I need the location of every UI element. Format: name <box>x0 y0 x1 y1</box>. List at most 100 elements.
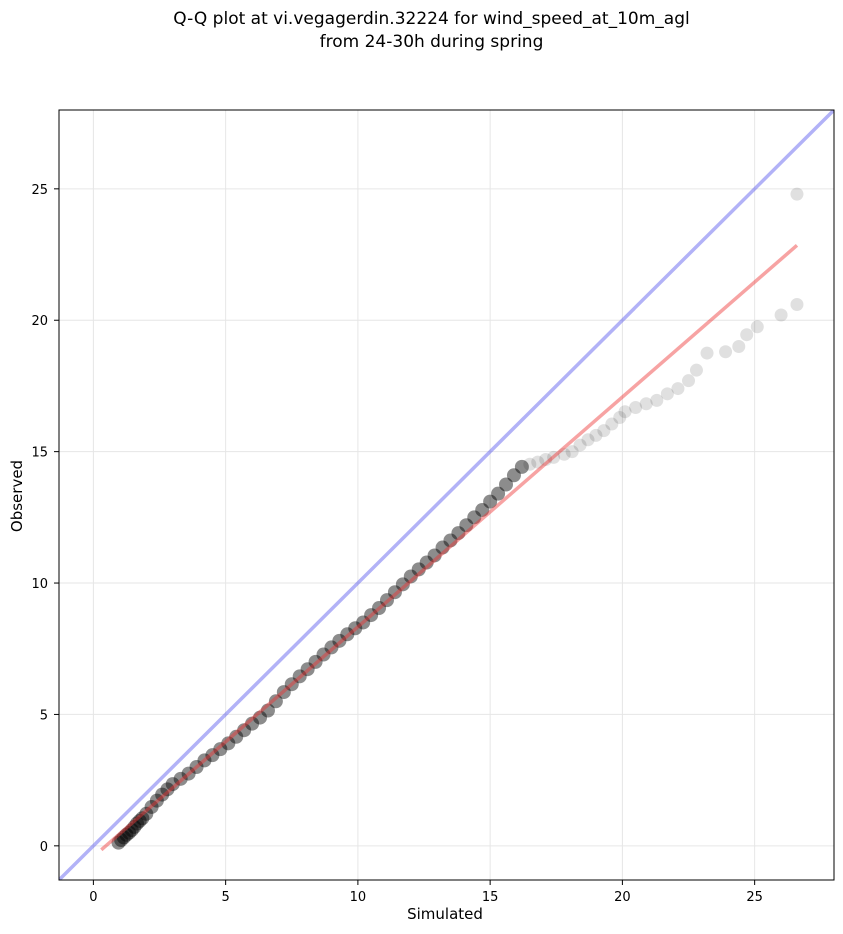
data-point-68 <box>589 428 603 442</box>
data-point-39 <box>356 615 371 630</box>
x-tick-label-2: 10 <box>350 890 367 905</box>
y-axis-ticks: 0 5 10 15 20 25 <box>31 183 59 855</box>
data-point-70 <box>605 417 619 431</box>
grid <box>59 110 834 880</box>
data-point-27 <box>260 703 275 718</box>
data-point-12 <box>149 793 164 808</box>
data-point-18 <box>189 759 204 774</box>
data-point-5 <box>124 823 139 838</box>
data-point-41 <box>372 601 387 616</box>
data-point-1 <box>114 833 129 848</box>
data-point-28 <box>268 694 283 709</box>
data-point-35 <box>324 640 339 655</box>
x-tick-label-5: 25 <box>746 890 763 905</box>
data-point-63 <box>547 450 561 464</box>
data-point-65 <box>565 445 579 459</box>
data-point-36 <box>332 633 347 648</box>
y-tick-label-5: 25 <box>31 183 48 198</box>
data-point-52 <box>459 518 474 533</box>
data-point-2 <box>116 830 131 845</box>
data-point-7 <box>130 816 145 831</box>
y-tick-label-0: 0 <box>40 840 48 855</box>
data-point-71 <box>613 410 627 424</box>
data-point-26 <box>253 710 268 725</box>
data-point-60 <box>523 457 537 471</box>
data-point-64 <box>557 447 571 461</box>
data-point-22 <box>221 736 236 751</box>
data-point-54 <box>475 502 490 517</box>
y-axis-label: Observed <box>8 459 26 533</box>
data-point-72 <box>618 405 632 419</box>
plot-frame <box>58 109 835 881</box>
data-point-78 <box>682 374 696 388</box>
data-point-16 <box>173 771 188 786</box>
chart-title-line-2: from 24-30h during spring <box>319 32 544 52</box>
data-point-21 <box>213 742 228 757</box>
data-point-8 <box>132 813 147 828</box>
data-point-32 <box>300 662 315 677</box>
data-point-9 <box>135 811 150 826</box>
data-point-0 <box>111 835 126 850</box>
x-tick-label-3: 15 <box>482 890 499 905</box>
data-point-73 <box>629 400 643 414</box>
data-point-4 <box>122 825 137 840</box>
data-point-31 <box>292 669 307 684</box>
data-point-59 <box>514 459 529 474</box>
data-point-69 <box>597 424 611 438</box>
data-point-48 <box>427 548 442 563</box>
fit-line <box>100 244 799 852</box>
data-point-25 <box>245 716 260 731</box>
y-tick-label-3: 15 <box>31 446 48 461</box>
data-point-19 <box>197 753 212 768</box>
data-point-50 <box>443 533 458 548</box>
data-point-6 <box>127 819 142 834</box>
x-axis-ticks: 0 5 10 15 20 25 <box>89 880 763 905</box>
data-point-80 <box>700 346 714 360</box>
data-point-45 <box>403 569 418 584</box>
data-point-53 <box>467 510 482 525</box>
data-point-79 <box>689 363 703 377</box>
data-point-62 <box>539 453 553 467</box>
data-point-61 <box>531 455 545 469</box>
x-tick-label-4: 20 <box>614 890 631 905</box>
data-point-23 <box>229 729 244 744</box>
data-point-11 <box>144 799 159 814</box>
x-tick-label-1: 5 <box>221 890 229 905</box>
data-point-76 <box>660 387 674 401</box>
data-point-67 <box>581 433 595 447</box>
data-point-10 <box>139 806 154 821</box>
data-point-40 <box>364 608 379 623</box>
data-point-15 <box>165 777 180 792</box>
data-point-24 <box>237 723 252 738</box>
data-point-74 <box>639 397 653 411</box>
data-point-85 <box>774 308 788 322</box>
data-point-38 <box>348 621 363 636</box>
data-point-55 <box>483 494 498 509</box>
data-point-57 <box>499 477 514 492</box>
data-point-20 <box>205 748 220 763</box>
data-point-13 <box>155 787 170 802</box>
data-point-3 <box>119 827 134 842</box>
data-point-66 <box>573 438 587 452</box>
data-point-58 <box>506 468 521 483</box>
y-tick-label-1: 5 <box>40 708 48 723</box>
data-point-17 <box>181 766 196 781</box>
data-point-47 <box>419 555 434 570</box>
data-point-49 <box>435 540 450 555</box>
x-tick-label-0: 0 <box>89 890 97 905</box>
data-point-56 <box>491 486 506 501</box>
data-point-86 <box>790 297 804 311</box>
identity-line <box>59 110 834 880</box>
data-point-37 <box>340 627 355 642</box>
data-point-51 <box>451 526 466 541</box>
data-point-42 <box>379 593 394 608</box>
data-point-46 <box>411 562 426 577</box>
data-point-82 <box>732 340 746 354</box>
data-point-83 <box>740 328 754 342</box>
reference-lines <box>59 110 834 880</box>
y-tick-label-2: 10 <box>31 577 48 592</box>
data-point-77 <box>671 382 685 396</box>
data-point-75 <box>650 393 664 407</box>
data-point-34 <box>316 647 331 662</box>
